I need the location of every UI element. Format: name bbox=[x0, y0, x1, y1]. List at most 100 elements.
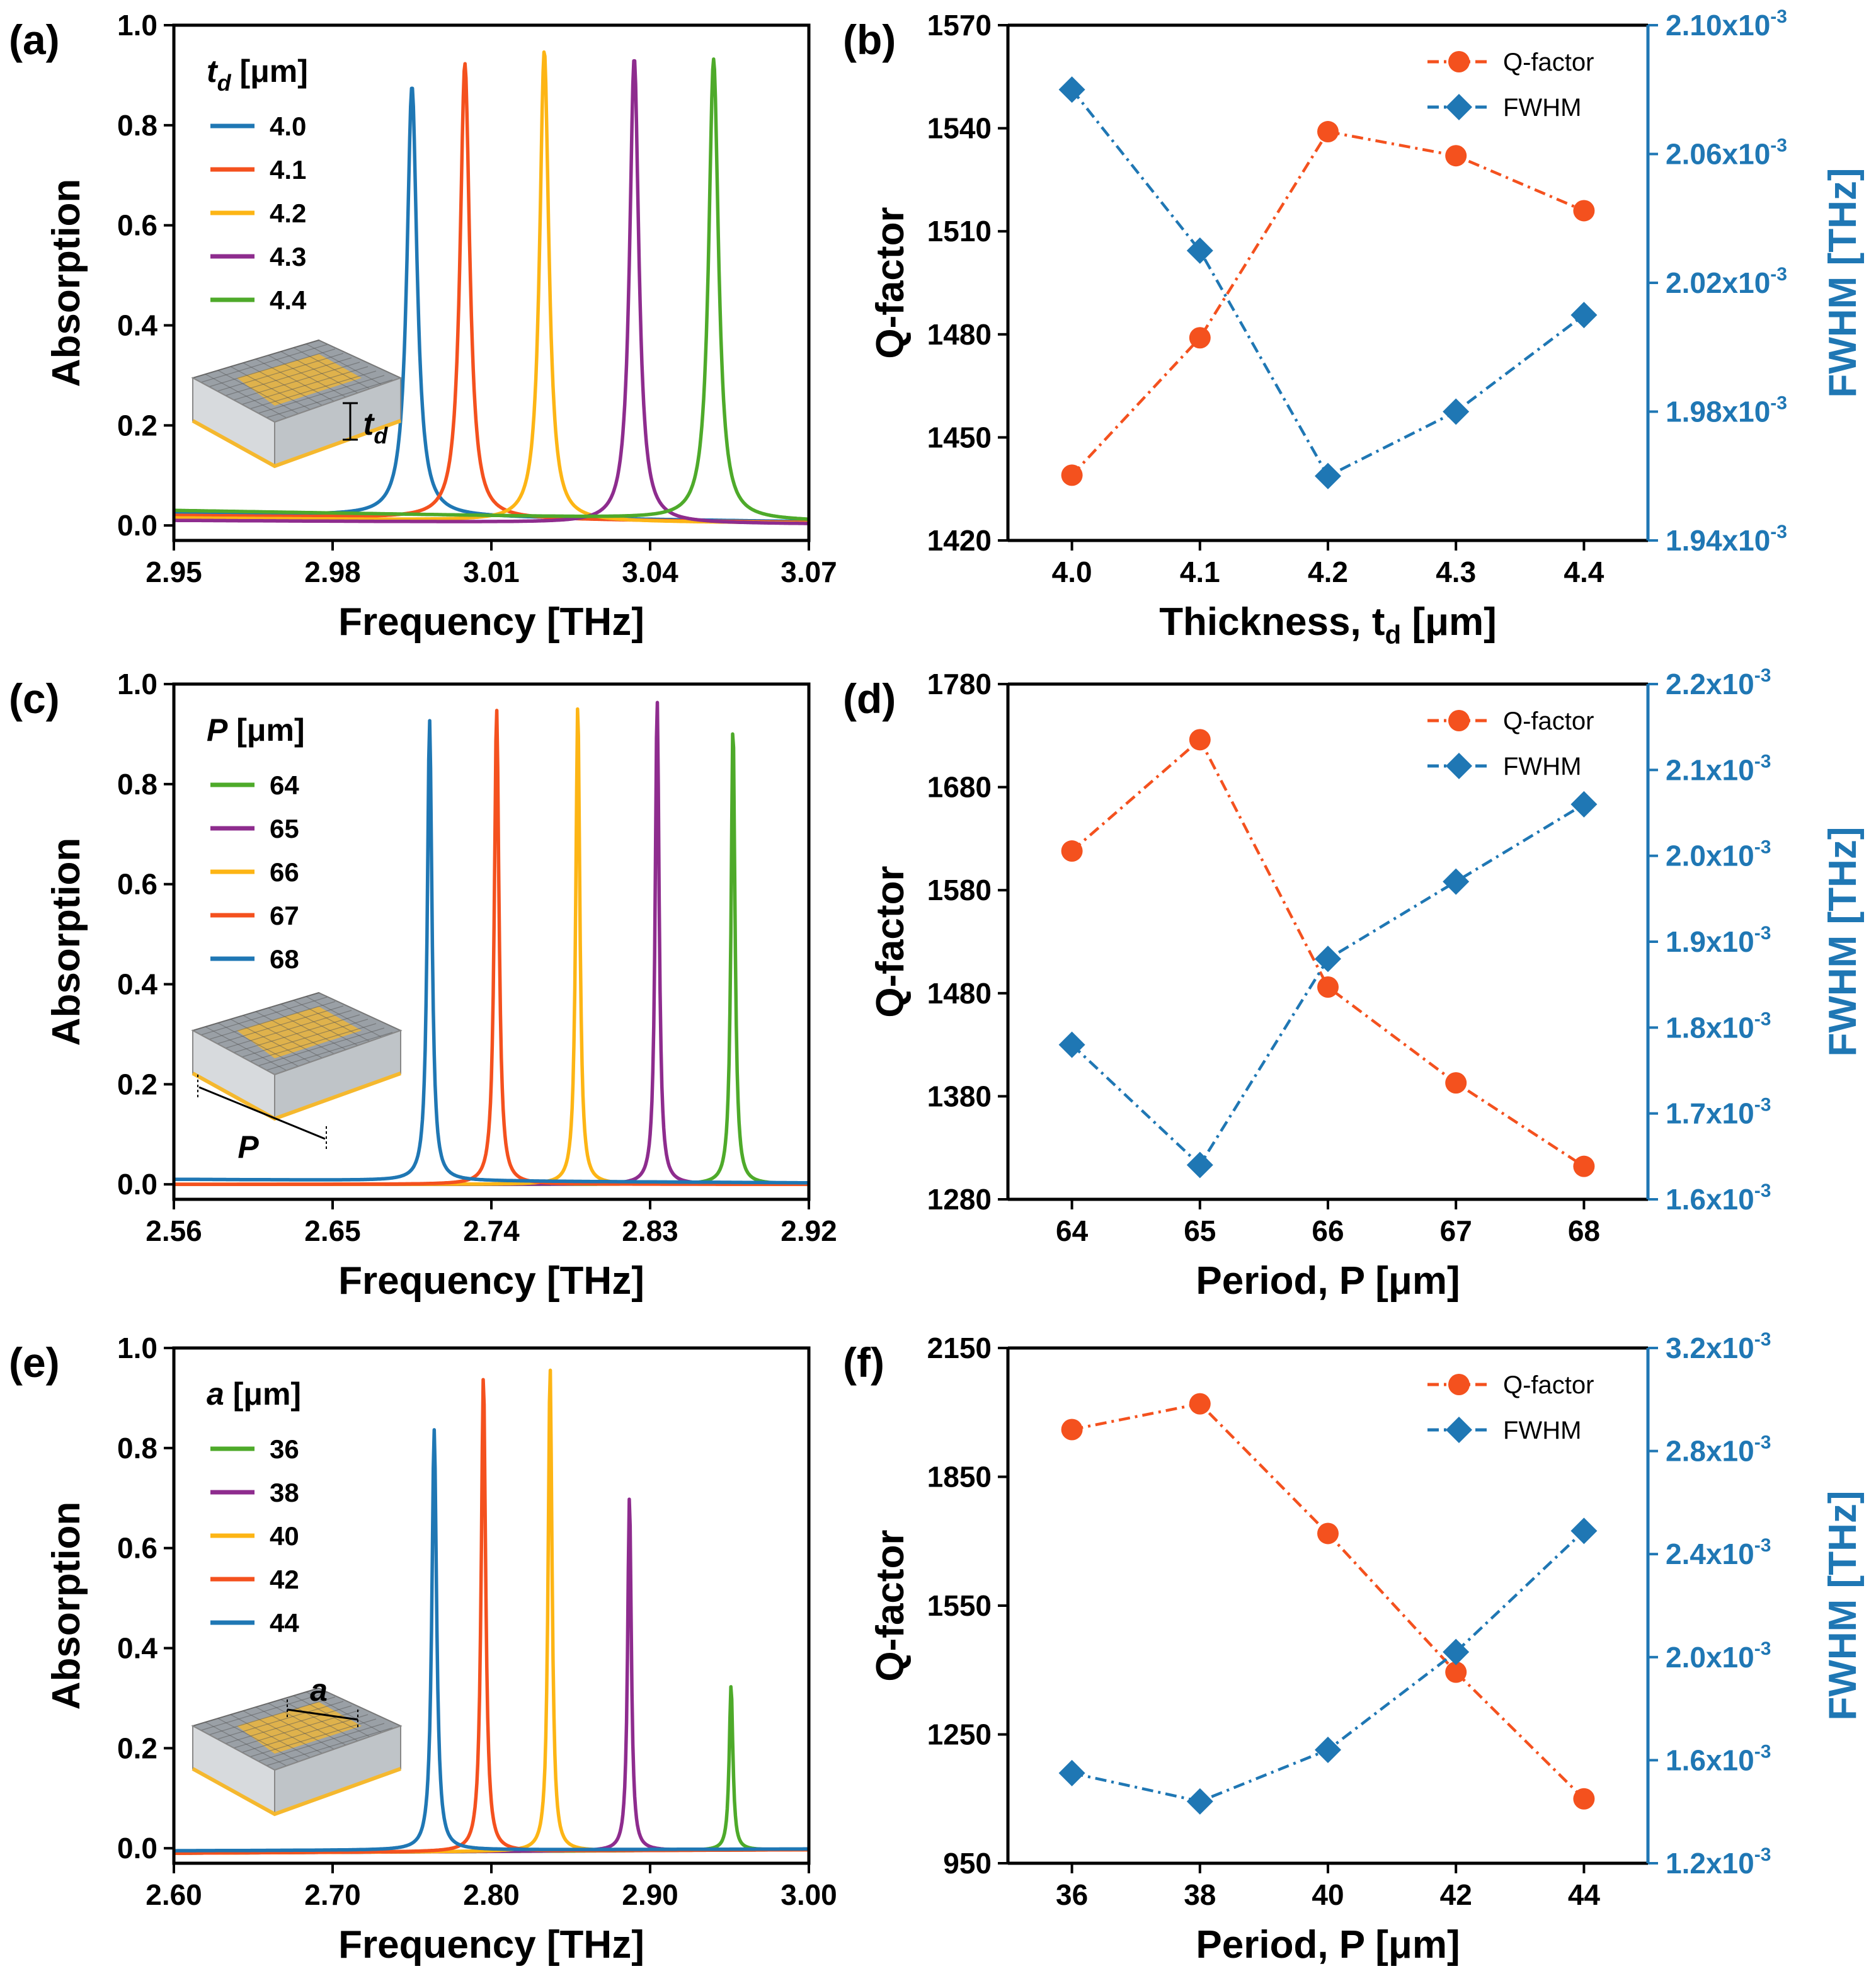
series-line bbox=[1070, 88, 1585, 478]
y-tick-label: 1250 bbox=[927, 1718, 992, 1751]
data-point bbox=[1189, 729, 1211, 751]
y2-tick-label: 1.8x10-3 bbox=[1666, 1008, 1771, 1044]
legend-marker bbox=[1448, 1374, 1470, 1395]
data-point bbox=[1315, 1737, 1341, 1764]
y-axis-title: Absorption bbox=[45, 838, 88, 1046]
series-q-factor bbox=[1061, 121, 1595, 486]
data-point bbox=[1573, 1155, 1595, 1177]
y2-tick-exponent: -3 bbox=[1754, 1095, 1771, 1116]
y2-tick-label: 1.98x10-3 bbox=[1666, 393, 1787, 428]
x-axis-title: Frequency [THz] bbox=[338, 1259, 644, 1303]
data-point bbox=[1570, 302, 1598, 329]
y-tick-label: 1.0 bbox=[117, 9, 157, 42]
data-point bbox=[1317, 121, 1339, 143]
y2-tick-label: 2.1x10-3 bbox=[1666, 751, 1771, 786]
y2-tick-mantissa: 1.8x10 bbox=[1666, 1011, 1754, 1044]
y-tick-label: 0.0 bbox=[117, 1832, 157, 1865]
x-axis-title-unit: [μm] bbox=[1401, 600, 1497, 644]
data-point bbox=[1570, 1517, 1598, 1545]
y-axis-title: Absorption bbox=[45, 179, 88, 387]
inset-grid-line bbox=[249, 1718, 377, 1757]
y2-tick-exponent: -3 bbox=[1754, 1741, 1771, 1762]
y2-tick-exponent: -3 bbox=[1770, 393, 1787, 414]
legend-label: 4.2 bbox=[270, 198, 306, 228]
legend: Q-factor FWHM bbox=[1427, 49, 1594, 122]
y-tick-label: 1380 bbox=[927, 1080, 992, 1112]
y2-tick-label: 1.9x10-3 bbox=[1666, 923, 1771, 958]
y2-tick-mantissa: 1.94x10 bbox=[1666, 524, 1770, 557]
inset-grid-line bbox=[293, 1695, 376, 1740]
y2-tick-mantissa: 2.4x10 bbox=[1666, 1538, 1754, 1570]
y-tick-label: 1570 bbox=[927, 9, 992, 42]
y-tick-label: 950 bbox=[943, 1847, 992, 1880]
x-axis-title: Frequency [THz] bbox=[338, 1923, 644, 1967]
y2-tick-label: 2.4x10-3 bbox=[1666, 1535, 1771, 1570]
x-tick-label: 2.98 bbox=[304, 556, 361, 588]
x-tick-label: 3.01 bbox=[463, 556, 520, 588]
y-tick-label: 0.8 bbox=[117, 1432, 157, 1465]
y-tick-label: 1540 bbox=[927, 112, 992, 145]
legend-label: 67 bbox=[270, 901, 299, 930]
x-tick-label: 4.4 bbox=[1564, 556, 1604, 588]
y-axis-title: Absorption bbox=[45, 1502, 88, 1710]
x-axis-title: Period, P [μm] bbox=[1196, 1259, 1460, 1303]
spectrum-panel-a: 2.95 2.98 3.01 3.04 3.07 0.0 0.2 0.4 0.6 0.8 1.0 Fr… bbox=[9, 9, 837, 644]
y2-tick-mantissa: 2.1x10 bbox=[1666, 753, 1754, 786]
data-point bbox=[1061, 464, 1083, 486]
series-fwhm bbox=[1058, 1517, 1598, 1815]
x-axis-title: Frequency [THz] bbox=[338, 600, 644, 644]
y2-tick-label: 1.6x10-3 bbox=[1666, 1741, 1771, 1776]
inset-dim-line bbox=[287, 1708, 358, 1721]
x-axis-title-sub: d bbox=[1385, 620, 1402, 649]
x-tick-label: 3.04 bbox=[622, 556, 678, 588]
legend-label: Q-factor bbox=[1503, 707, 1594, 735]
data-point bbox=[1445, 1661, 1467, 1683]
x-tick-label: 2.90 bbox=[622, 1878, 678, 1911]
y-tick-label: 1580 bbox=[927, 874, 992, 906]
x-tick-label: 2.74 bbox=[463, 1214, 520, 1247]
x-tick-label: 67 bbox=[1440, 1214, 1472, 1247]
inset-gold-ground bbox=[192, 419, 402, 469]
x-tick-label: 4.1 bbox=[1180, 556, 1220, 588]
inset-grid-line bbox=[293, 347, 376, 392]
y2-tick-exponent: -3 bbox=[1754, 1180, 1771, 1201]
legend-title: P [μm] bbox=[207, 712, 305, 748]
y-tick-label: 0.8 bbox=[117, 768, 157, 801]
y-tick-label: 0.2 bbox=[117, 1068, 157, 1100]
absorption-curve-44 bbox=[174, 1428, 809, 1853]
legend-title-unit: [μm] bbox=[227, 712, 304, 748]
legend-label: 65 bbox=[270, 814, 299, 843]
metasurface-inset: a bbox=[191, 1672, 403, 1817]
inset-grid-line bbox=[293, 1000, 376, 1045]
y2-tick-mantissa: 2.2x10 bbox=[1666, 668, 1754, 700]
x-tick-label: 2.80 bbox=[463, 1878, 520, 1911]
curves bbox=[174, 1368, 809, 1855]
y-tick-label: 1550 bbox=[927, 1589, 992, 1622]
y-tick-label: 1780 bbox=[927, 668, 992, 700]
legend: Q-factor FWHM bbox=[1427, 707, 1594, 780]
y-axis-title: Q-factor bbox=[869, 207, 912, 358]
legend-title: a [μm] bbox=[207, 1376, 301, 1412]
legend-label: 44 bbox=[270, 1608, 299, 1638]
legend: P [μm] 64 65 66 67 68 bbox=[207, 712, 305, 974]
inset-grid-line bbox=[266, 1032, 393, 1071]
inset-grid-line bbox=[268, 1703, 351, 1748]
data-point bbox=[1445, 145, 1467, 167]
y2-tick-mantissa: 2.0x10 bbox=[1666, 840, 1754, 872]
x-tick-label: 2.60 bbox=[146, 1878, 202, 1911]
inset-label-var: t bbox=[363, 406, 375, 442]
series-fwhm bbox=[1058, 76, 1598, 489]
y2-axis-title: FWHM [THz] bbox=[1821, 1491, 1865, 1721]
legend-label: 66 bbox=[270, 857, 299, 887]
x-tick-label: 65 bbox=[1184, 1214, 1216, 1247]
y2-tick-label: 1.6x10-3 bbox=[1666, 1180, 1771, 1216]
y2-tick-exponent: -3 bbox=[1770, 264, 1787, 285]
y2-tick-label: 1.94x10-3 bbox=[1666, 522, 1787, 557]
inset-gold-pattern bbox=[237, 1007, 362, 1058]
y-tick-label: 0.4 bbox=[117, 968, 157, 1001]
x-tick-label: 66 bbox=[1312, 1214, 1344, 1247]
data-point bbox=[1186, 237, 1213, 264]
x-tick-label: 42 bbox=[1440, 1878, 1472, 1911]
y2-tick-mantissa: 2.0x10 bbox=[1666, 1641, 1754, 1674]
